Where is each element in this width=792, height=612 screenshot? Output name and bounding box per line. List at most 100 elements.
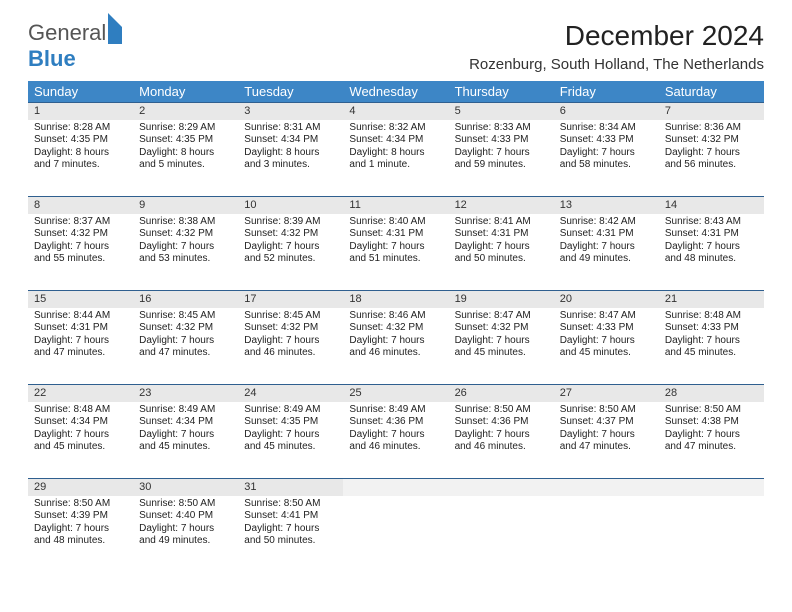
logo-text-blue: Blue [28, 46, 76, 71]
day-number [659, 478, 764, 496]
logo-triangle-icon [108, 13, 122, 44]
day-body: Sunrise: 8:37 AMSunset: 4:32 PMDaylight:… [28, 214, 133, 270]
day-number [554, 478, 659, 496]
calendar-week-row: 22Sunrise: 8:48 AMSunset: 4:34 PMDayligh… [28, 384, 764, 470]
daylight-line1: Daylight: 7 hours [665, 429, 758, 442]
daylight-line2: and 3 minutes. [244, 159, 337, 172]
daylight-line2: and 52 minutes. [244, 253, 337, 266]
calendar-cell: 12Sunrise: 8:41 AMSunset: 4:31 PMDayligh… [449, 196, 554, 282]
calendar-cell [659, 478, 764, 564]
daylight-line1: Daylight: 7 hours [244, 429, 337, 442]
sunset-text: Sunset: 4:35 PM [244, 416, 337, 429]
logo-text-general: General [28, 20, 106, 45]
daylight-line2: and 55 minutes. [34, 253, 127, 266]
day-body: Sunrise: 8:50 AMSunset: 4:39 PMDaylight:… [28, 496, 133, 552]
daylight-line1: Daylight: 7 hours [455, 335, 548, 348]
daylight-line2: and 1 minute. [349, 159, 442, 172]
daylight-line2: and 7 minutes. [34, 159, 127, 172]
daylight-line2: and 48 minutes. [34, 535, 127, 548]
calendar-cell: 25Sunrise: 8:49 AMSunset: 4:36 PMDayligh… [343, 384, 448, 470]
title-block: December 2024 Rozenburg, South Holland, … [469, 20, 764, 73]
sunset-text: Sunset: 4:32 PM [139, 322, 232, 335]
daylight-line1: Daylight: 7 hours [560, 429, 653, 442]
day-body: Sunrise: 8:33 AMSunset: 4:33 PMDaylight:… [449, 120, 554, 176]
calendar-cell: 22Sunrise: 8:48 AMSunset: 4:34 PMDayligh… [28, 384, 133, 470]
sunrise-text: Sunrise: 8:49 AM [244, 404, 337, 417]
calendar-cell: 19Sunrise: 8:47 AMSunset: 4:32 PMDayligh… [449, 290, 554, 376]
day-body: Sunrise: 8:50 AMSunset: 4:40 PMDaylight:… [133, 496, 238, 552]
day-number: 23 [133, 384, 238, 402]
day-number: 8 [28, 196, 133, 214]
calendar-cell: 21Sunrise: 8:48 AMSunset: 4:33 PMDayligh… [659, 290, 764, 376]
daylight-line1: Daylight: 7 hours [455, 241, 548, 254]
header-monday: Monday [133, 81, 238, 102]
day-number: 13 [554, 196, 659, 214]
daylight-line1: Daylight: 7 hours [139, 523, 232, 536]
day-body: Sunrise: 8:28 AMSunset: 4:35 PMDaylight:… [28, 120, 133, 176]
day-body: Sunrise: 8:29 AMSunset: 4:35 PMDaylight:… [133, 120, 238, 176]
sunset-text: Sunset: 4:32 PM [349, 322, 442, 335]
day-number: 26 [449, 384, 554, 402]
sunset-text: Sunset: 4:34 PM [244, 134, 337, 147]
daylight-line1: Daylight: 8 hours [349, 147, 442, 160]
sunset-text: Sunset: 4:34 PM [349, 134, 442, 147]
sunset-text: Sunset: 4:34 PM [139, 416, 232, 429]
day-number: 14 [659, 196, 764, 214]
sunrise-text: Sunrise: 8:45 AM [139, 310, 232, 323]
sunrise-text: Sunrise: 8:50 AM [139, 498, 232, 511]
daylight-line2: and 50 minutes. [455, 253, 548, 266]
day-body: Sunrise: 8:50 AMSunset: 4:37 PMDaylight:… [554, 402, 659, 458]
daylight-line1: Daylight: 7 hours [34, 523, 127, 536]
sunrise-text: Sunrise: 8:41 AM [455, 216, 548, 229]
day-number: 3 [238, 102, 343, 120]
calendar-cell: 31Sunrise: 8:50 AMSunset: 4:41 PMDayligh… [238, 478, 343, 564]
sunset-text: Sunset: 4:33 PM [560, 322, 653, 335]
calendar-cell [343, 478, 448, 564]
calendar-cell: 9Sunrise: 8:38 AMSunset: 4:32 PMDaylight… [133, 196, 238, 282]
calendar-cell: 3Sunrise: 8:31 AMSunset: 4:34 PMDaylight… [238, 102, 343, 188]
calendar-cell: 29Sunrise: 8:50 AMSunset: 4:39 PMDayligh… [28, 478, 133, 564]
calendar-week-row: 29Sunrise: 8:50 AMSunset: 4:39 PMDayligh… [28, 478, 764, 564]
daylight-line2: and 59 minutes. [455, 159, 548, 172]
sunrise-text: Sunrise: 8:45 AM [244, 310, 337, 323]
day-body: Sunrise: 8:48 AMSunset: 4:34 PMDaylight:… [28, 402, 133, 458]
sunrise-text: Sunrise: 8:50 AM [560, 404, 653, 417]
sunrise-text: Sunrise: 8:50 AM [244, 498, 337, 511]
sunrise-text: Sunrise: 8:48 AM [665, 310, 758, 323]
daylight-line2: and 46 minutes. [349, 441, 442, 454]
page-title: December 2024 [469, 20, 764, 52]
calendar-cell: 26Sunrise: 8:50 AMSunset: 4:36 PMDayligh… [449, 384, 554, 470]
sunrise-text: Sunrise: 8:47 AM [455, 310, 548, 323]
sunrise-text: Sunrise: 8:38 AM [139, 216, 232, 229]
daylight-line1: Daylight: 8 hours [34, 147, 127, 160]
sunrise-text: Sunrise: 8:29 AM [139, 122, 232, 135]
calendar-cell: 1Sunrise: 8:28 AMSunset: 4:35 PMDaylight… [28, 102, 133, 188]
header-friday: Friday [554, 81, 659, 102]
day-body: Sunrise: 8:47 AMSunset: 4:32 PMDaylight:… [449, 308, 554, 364]
day-body: Sunrise: 8:49 AMSunset: 4:35 PMDaylight:… [238, 402, 343, 458]
location-text: Rozenburg, South Holland, The Netherland… [469, 56, 764, 73]
sunrise-text: Sunrise: 8:37 AM [34, 216, 127, 229]
sunrise-text: Sunrise: 8:50 AM [34, 498, 127, 511]
sunset-text: Sunset: 4:41 PM [244, 510, 337, 523]
calendar-cell [449, 478, 554, 564]
day-body: Sunrise: 8:40 AMSunset: 4:31 PMDaylight:… [343, 214, 448, 270]
calendar-cell: 5Sunrise: 8:33 AMSunset: 4:33 PMDaylight… [449, 102, 554, 188]
day-body: Sunrise: 8:50 AMSunset: 4:36 PMDaylight:… [449, 402, 554, 458]
day-number: 2 [133, 102, 238, 120]
sunset-text: Sunset: 4:37 PM [560, 416, 653, 429]
daylight-line1: Daylight: 7 hours [349, 241, 442, 254]
day-body: Sunrise: 8:48 AMSunset: 4:33 PMDaylight:… [659, 308, 764, 364]
daylight-line1: Daylight: 7 hours [244, 335, 337, 348]
sunset-text: Sunset: 4:33 PM [455, 134, 548, 147]
sunrise-text: Sunrise: 8:49 AM [349, 404, 442, 417]
sunset-text: Sunset: 4:36 PM [349, 416, 442, 429]
sunset-text: Sunset: 4:33 PM [560, 134, 653, 147]
sunset-text: Sunset: 4:32 PM [665, 134, 758, 147]
calendar-cell: 11Sunrise: 8:40 AMSunset: 4:31 PMDayligh… [343, 196, 448, 282]
sunrise-text: Sunrise: 8:48 AM [34, 404, 127, 417]
daylight-line2: and 53 minutes. [139, 253, 232, 266]
daylight-line2: and 45 minutes. [455, 347, 548, 360]
day-body: Sunrise: 8:43 AMSunset: 4:31 PMDaylight:… [659, 214, 764, 270]
sunrise-text: Sunrise: 8:43 AM [665, 216, 758, 229]
